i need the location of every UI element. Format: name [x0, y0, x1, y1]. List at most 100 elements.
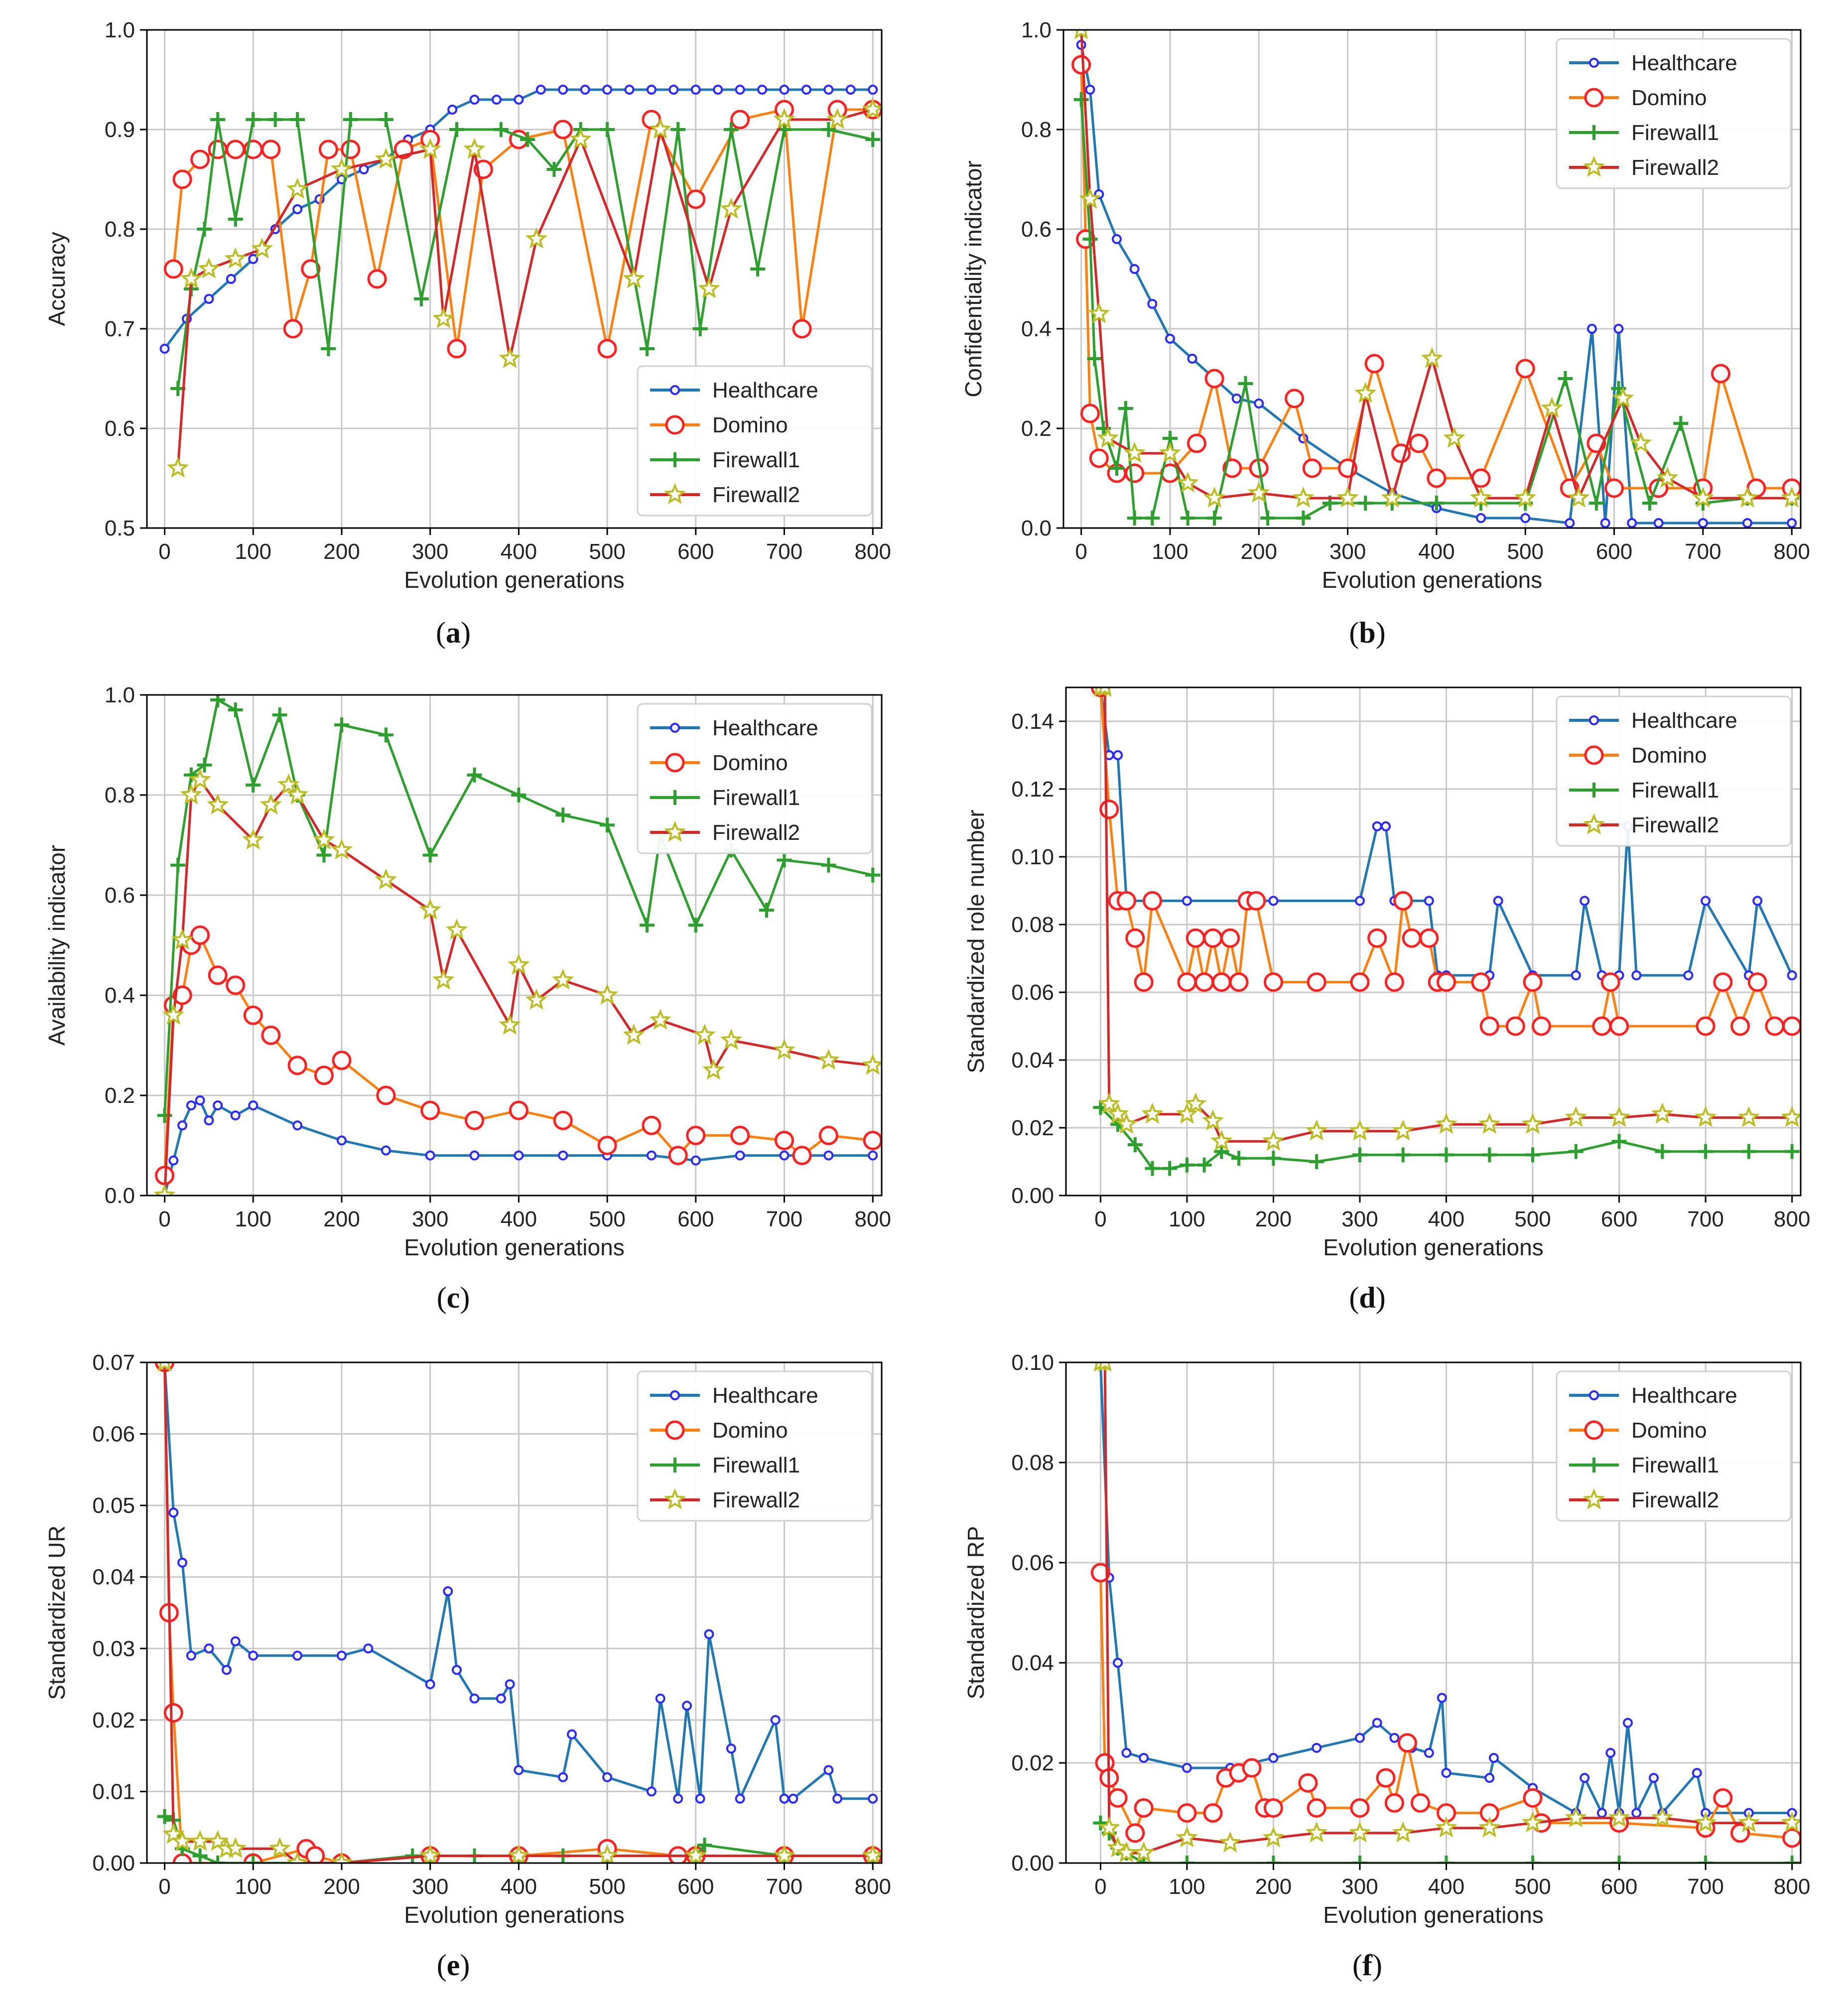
y-tick-label: 0.00: [92, 1851, 135, 1875]
data-point: [1589, 715, 1599, 725]
caption-paren-open: (: [1352, 1949, 1362, 1982]
data-point: [1254, 399, 1264, 408]
data-point: [168, 1507, 179, 1518]
data-point: [667, 790, 682, 805]
axes-frame: [1065, 1361, 1802, 1864]
data-point: [552, 968, 574, 990]
data-point: [445, 918, 468, 940]
data-point: [1765, 1016, 1785, 1036]
x-tick-label: 500: [589, 1207, 625, 1231]
caption-paren-open: (: [1349, 1281, 1359, 1314]
panel-caption: (f): [1352, 1949, 1382, 1982]
legend-label-healthcare: Healthcare: [712, 716, 818, 740]
legend-label-firewall2: Firewall2: [712, 1488, 800, 1512]
data-point: [1211, 972, 1231, 992]
x-tick-label: 400: [1428, 1874, 1464, 1899]
legend-box: [1556, 38, 1792, 189]
data-point: [1176, 1102, 1198, 1124]
data-point: [1210, 1129, 1233, 1151]
caption-letter: f: [1362, 1949, 1373, 1982]
data-point: [779, 85, 790, 95]
y-tick-label: 0.8: [105, 217, 135, 242]
x-tick-label: 400: [501, 1207, 537, 1231]
y-tick-label: 0.06: [1011, 980, 1054, 1005]
data-point: [1523, 1788, 1543, 1808]
data-point: [167, 456, 189, 478]
data-point: [1696, 1016, 1716, 1036]
data-point: [646, 1786, 657, 1797]
data-point: [469, 95, 480, 105]
data-point: [1187, 354, 1197, 364]
data-point: [690, 1155, 701, 1166]
data-point: [1350, 972, 1370, 992]
data-point: [1424, 896, 1434, 906]
data-point: [248, 1650, 259, 1661]
data-point: [1354, 382, 1377, 403]
data-point: [695, 1793, 705, 1804]
data-point: [1611, 1134, 1627, 1149]
data-point: [1127, 511, 1142, 526]
data-point: [649, 1009, 671, 1030]
data-point: [702, 1059, 725, 1080]
data-point: [1429, 496, 1444, 511]
x-tick-label: 700: [766, 1874, 802, 1899]
data-point: [1742, 518, 1753, 528]
data-point: [1090, 1563, 1110, 1583]
caption-paren-close: ): [461, 616, 471, 649]
data-point: [1711, 364, 1731, 384]
data-point: [1203, 1803, 1223, 1823]
data-point: [246, 112, 261, 127]
data-point: [1309, 1154, 1324, 1169]
data-point: [1653, 518, 1664, 528]
data-point: [321, 341, 336, 356]
data-point: [779, 1150, 790, 1161]
data-point: [1478, 1112, 1501, 1134]
data-point: [1106, 1102, 1129, 1124]
data-point: [1395, 1147, 1411, 1163]
data-point: [1698, 1144, 1714, 1159]
x-tick-label: 600: [677, 1207, 714, 1231]
data-point: [1204, 369, 1224, 389]
data-point: [1781, 1811, 1801, 1833]
x-tick-label: 0: [158, 1207, 170, 1231]
data-point: [511, 788, 527, 802]
data-point: [1583, 813, 1605, 834]
data-point: [1713, 1788, 1733, 1808]
data-point: [826, 108, 849, 129]
data-point: [823, 1150, 834, 1161]
data-point: [1355, 1733, 1365, 1743]
panel-caption: (c): [437, 1281, 470, 1314]
data-point: [286, 177, 309, 199]
y-tick-label: 1.0: [1021, 18, 1052, 42]
y-tick-label: 1.0: [105, 683, 135, 707]
x-tick-label: 200: [1255, 1207, 1292, 1231]
data-point: [750, 262, 766, 276]
data-point: [343, 112, 358, 127]
data-point: [1568, 1144, 1584, 1159]
y-tick-label: 0.05: [92, 1493, 135, 1518]
data-point: [640, 341, 655, 356]
data-point: [684, 1844, 707, 1863]
y-tick-label: 0.4: [105, 983, 135, 1008]
data-point: [1694, 1106, 1717, 1127]
legend-label-healthcare: Healthcare: [1631, 708, 1737, 733]
data-point: [1736, 486, 1759, 508]
y-tick-label: 0.0: [1021, 516, 1052, 540]
data-point: [646, 85, 657, 95]
y-axis-label: Standardized UR: [44, 1525, 70, 1700]
data-point: [1133, 1841, 1155, 1863]
data-point: [316, 847, 332, 863]
data-point: [735, 1793, 745, 1804]
data-point: [267, 112, 283, 127]
caption-paren-close: ): [460, 1281, 470, 1314]
data-point: [1203, 928, 1223, 948]
data-point: [1781, 1106, 1801, 1127]
data-point: [580, 85, 590, 95]
data-point: [314, 1066, 334, 1085]
data-point: [1372, 1718, 1382, 1728]
legend-label-domino: Domino: [1631, 743, 1707, 768]
x-tick-label: 200: [323, 1207, 360, 1231]
data-point: [1134, 972, 1154, 992]
data-point: [646, 1150, 657, 1161]
data-point: [1584, 1420, 1604, 1440]
